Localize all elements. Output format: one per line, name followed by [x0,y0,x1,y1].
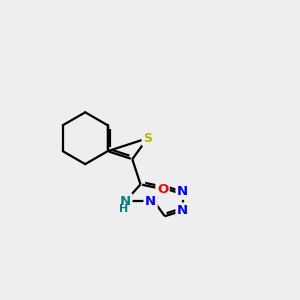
Text: N: N [145,195,156,208]
Text: H: H [119,204,128,214]
Text: N: N [120,195,131,208]
Text: N: N [177,204,188,217]
Text: N: N [177,185,188,198]
Text: O: O [157,183,168,196]
Text: S: S [143,132,152,145]
